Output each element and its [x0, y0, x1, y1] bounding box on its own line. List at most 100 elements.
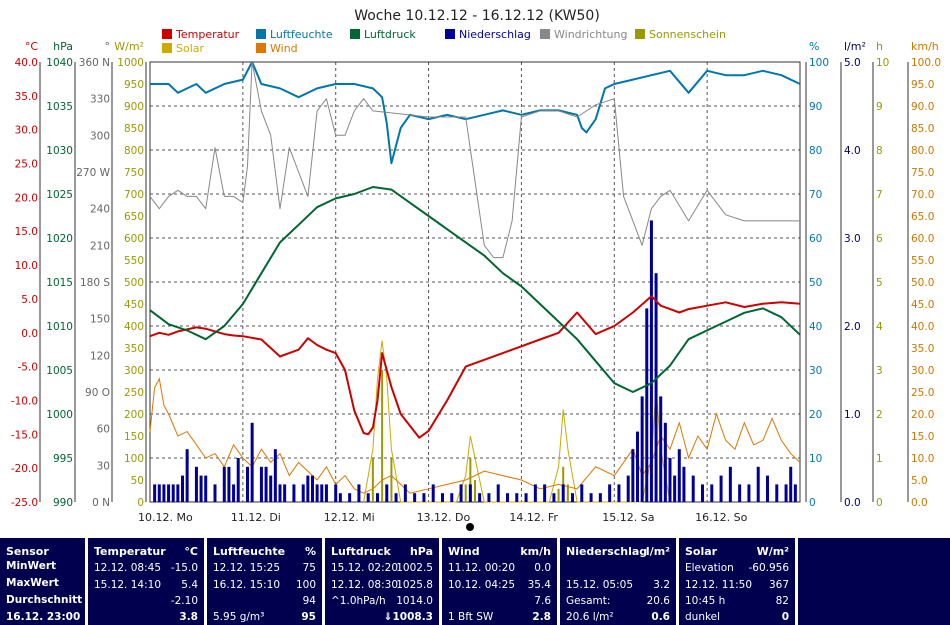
legend-swatch [540, 29, 550, 39]
precipitation-bar [394, 493, 398, 502]
sunshine-bar [464, 484, 467, 502]
panel-luftfeuchte: Luftfeuchte% 12.12. 15:25 75 16.12. 15:10… [207, 538, 322, 625]
solar-current-row: dunkel 0 [685, 611, 789, 623]
precipitation-bar [227, 466, 231, 502]
precipitation-bar [533, 484, 537, 502]
right-axis-tick-label: 40 [809, 321, 822, 333]
legend-swatch [256, 43, 266, 53]
precipitation-bar [213, 484, 217, 502]
right-axis-tick-label: 95.0 [911, 79, 934, 91]
left-axis-tick-label: 450 [124, 299, 144, 311]
panel-temperatur-header: Temperatur [94, 545, 166, 558]
right-axis-tick-label: 15.0 [911, 431, 934, 443]
legend-label: Luftfeuchte [270, 28, 333, 41]
precipitation-bar [334, 484, 338, 502]
series-luftfeuchte [150, 61, 801, 165]
precipitation-bar [306, 475, 310, 502]
legend: Temperatur Luftfeuchte Luftdruck Niederschl… [162, 28, 726, 55]
left-axis-tick-label: 990 [53, 497, 73, 509]
left-axis-unit: hPa [53, 40, 73, 53]
left-axis-tick-label: 210 [90, 240, 110, 252]
left-axis-tick-label: 1020 [46, 233, 73, 245]
moon-phase-icon [466, 523, 474, 531]
left-axis-tick-label: 100 [124, 453, 144, 465]
precipitation-bar [598, 493, 602, 502]
legend-label: Niederschlag [459, 28, 531, 41]
rain-current-row: 20.6 l/m² 0.6 [566, 611, 670, 623]
precipitation-bar [766, 475, 769, 502]
solar-elev-row: Elevation -60.956 [685, 562, 789, 574]
left-axis-unit: ° [105, 40, 111, 53]
right-axis-tick-label: 75.0 [911, 167, 934, 179]
precipitation-bar [204, 475, 208, 502]
panel-solar-unit: W/m² [756, 545, 789, 558]
precipitation-bar [654, 273, 658, 502]
hum-min-row: 12.12. 15:25 75 [213, 562, 316, 574]
left-axis-unit: W/m² [114, 40, 144, 53]
panel-wind: Wind km/h 11.12. 00:20 0.0 10.12. 04:25 35.… [442, 538, 557, 625]
left-axis-tick-label: 200 [124, 409, 144, 421]
right-axis-tick-label: 80.0 [911, 145, 934, 157]
right-axis-tick-label: 1.0 [844, 409, 861, 421]
precipitation-bar [524, 493, 528, 502]
hum-avg-row: 94 [302, 595, 316, 607]
precipitation-bar [315, 484, 319, 502]
left-axis-tick-label: 10.0 [15, 260, 38, 272]
right-axis-tick-label: 40.0 [911, 321, 934, 333]
right-axis-unit: % [809, 40, 819, 53]
sunshine-bar [469, 458, 472, 502]
right-axis-tick-label: 60.0 [911, 233, 934, 245]
right-axis-tick-label: 5 [876, 277, 883, 289]
panel-sensor: Sensor MinWert MaxWert Durchschnitt 16.1… [0, 538, 85, 625]
precipitation-bar [181, 475, 184, 502]
left-axis-tick-label: -20.0 [11, 463, 38, 475]
plot-area [149, 61, 801, 503]
temp-max-row: 15.12. 14:10 5.4 [94, 579, 198, 591]
precipitation-bar [668, 458, 672, 502]
left-axis-tick-label: 1000 [117, 57, 144, 69]
axes: 40.035.030.025.020.015.010.05.00.0-5.0-1… [11, 40, 941, 509]
precipitation-bar [441, 493, 444, 502]
precipitation-bar [775, 484, 779, 502]
left-axis-tick-label: 1010 [46, 321, 73, 333]
left-axis-tick-label: 950 [124, 79, 144, 91]
precipitation-bar [506, 493, 509, 502]
left-axis-tick-label: 1000 [46, 409, 73, 421]
right-axis-tick-label: 5.0 [844, 57, 861, 69]
right-axis-tick-label: 2 [876, 409, 883, 421]
press-min-row: 15.12. 02:20 1002.5 [331, 562, 433, 574]
precipitation-bar [677, 449, 681, 502]
left-axis-tick-label: -5.0 [18, 362, 39, 374]
right-axis-tick-label: 70 [809, 189, 822, 201]
precipitation-bar [157, 484, 161, 502]
right-axis-tick-label: 6 [876, 233, 883, 245]
panel-niederschlag-header: Niederschlag [566, 545, 648, 558]
left-axis-tick-label: 0 N [92, 497, 110, 509]
left-axis-tick-label: 250 [124, 387, 144, 399]
right-axis-tick-label: 10 [809, 453, 822, 465]
precipitation-bar [663, 422, 667, 502]
precipitation-bar [162, 484, 166, 502]
precipitation-bar [324, 484, 328, 502]
precipitation-bar [167, 484, 171, 502]
left-axis-tick-label: 50 [131, 475, 144, 487]
precipitation-bar [543, 484, 547, 502]
precipitation-bar [385, 484, 389, 502]
left-axis-tick-label: 240 [90, 204, 110, 216]
right-axis-tick-label: 45.0 [911, 299, 934, 311]
sunshine-bar [557, 488, 560, 502]
right-axis-tick-label: 65.0 [911, 211, 934, 223]
right-axis-tick-label: 100.0 [911, 57, 941, 69]
precipitation-bar [784, 484, 788, 502]
left-axis-tick-label: 360 N [79, 57, 110, 69]
right-axis-tick-label: 50.0 [911, 277, 934, 289]
precipitation-bar [487, 493, 491, 502]
left-axis-tick-label: 1035 [46, 101, 73, 113]
left-axis-tick-label: 330 [90, 94, 110, 106]
sunshine-bar [381, 370, 384, 502]
left-axis-tick-label: 0 [137, 497, 144, 509]
panel-wind-unit: km/h [520, 545, 551, 558]
series-wind [149, 377, 801, 494]
left-axis-tick-label: 850 [124, 123, 144, 135]
row-label-avg: Durchschnitt [6, 594, 83, 606]
